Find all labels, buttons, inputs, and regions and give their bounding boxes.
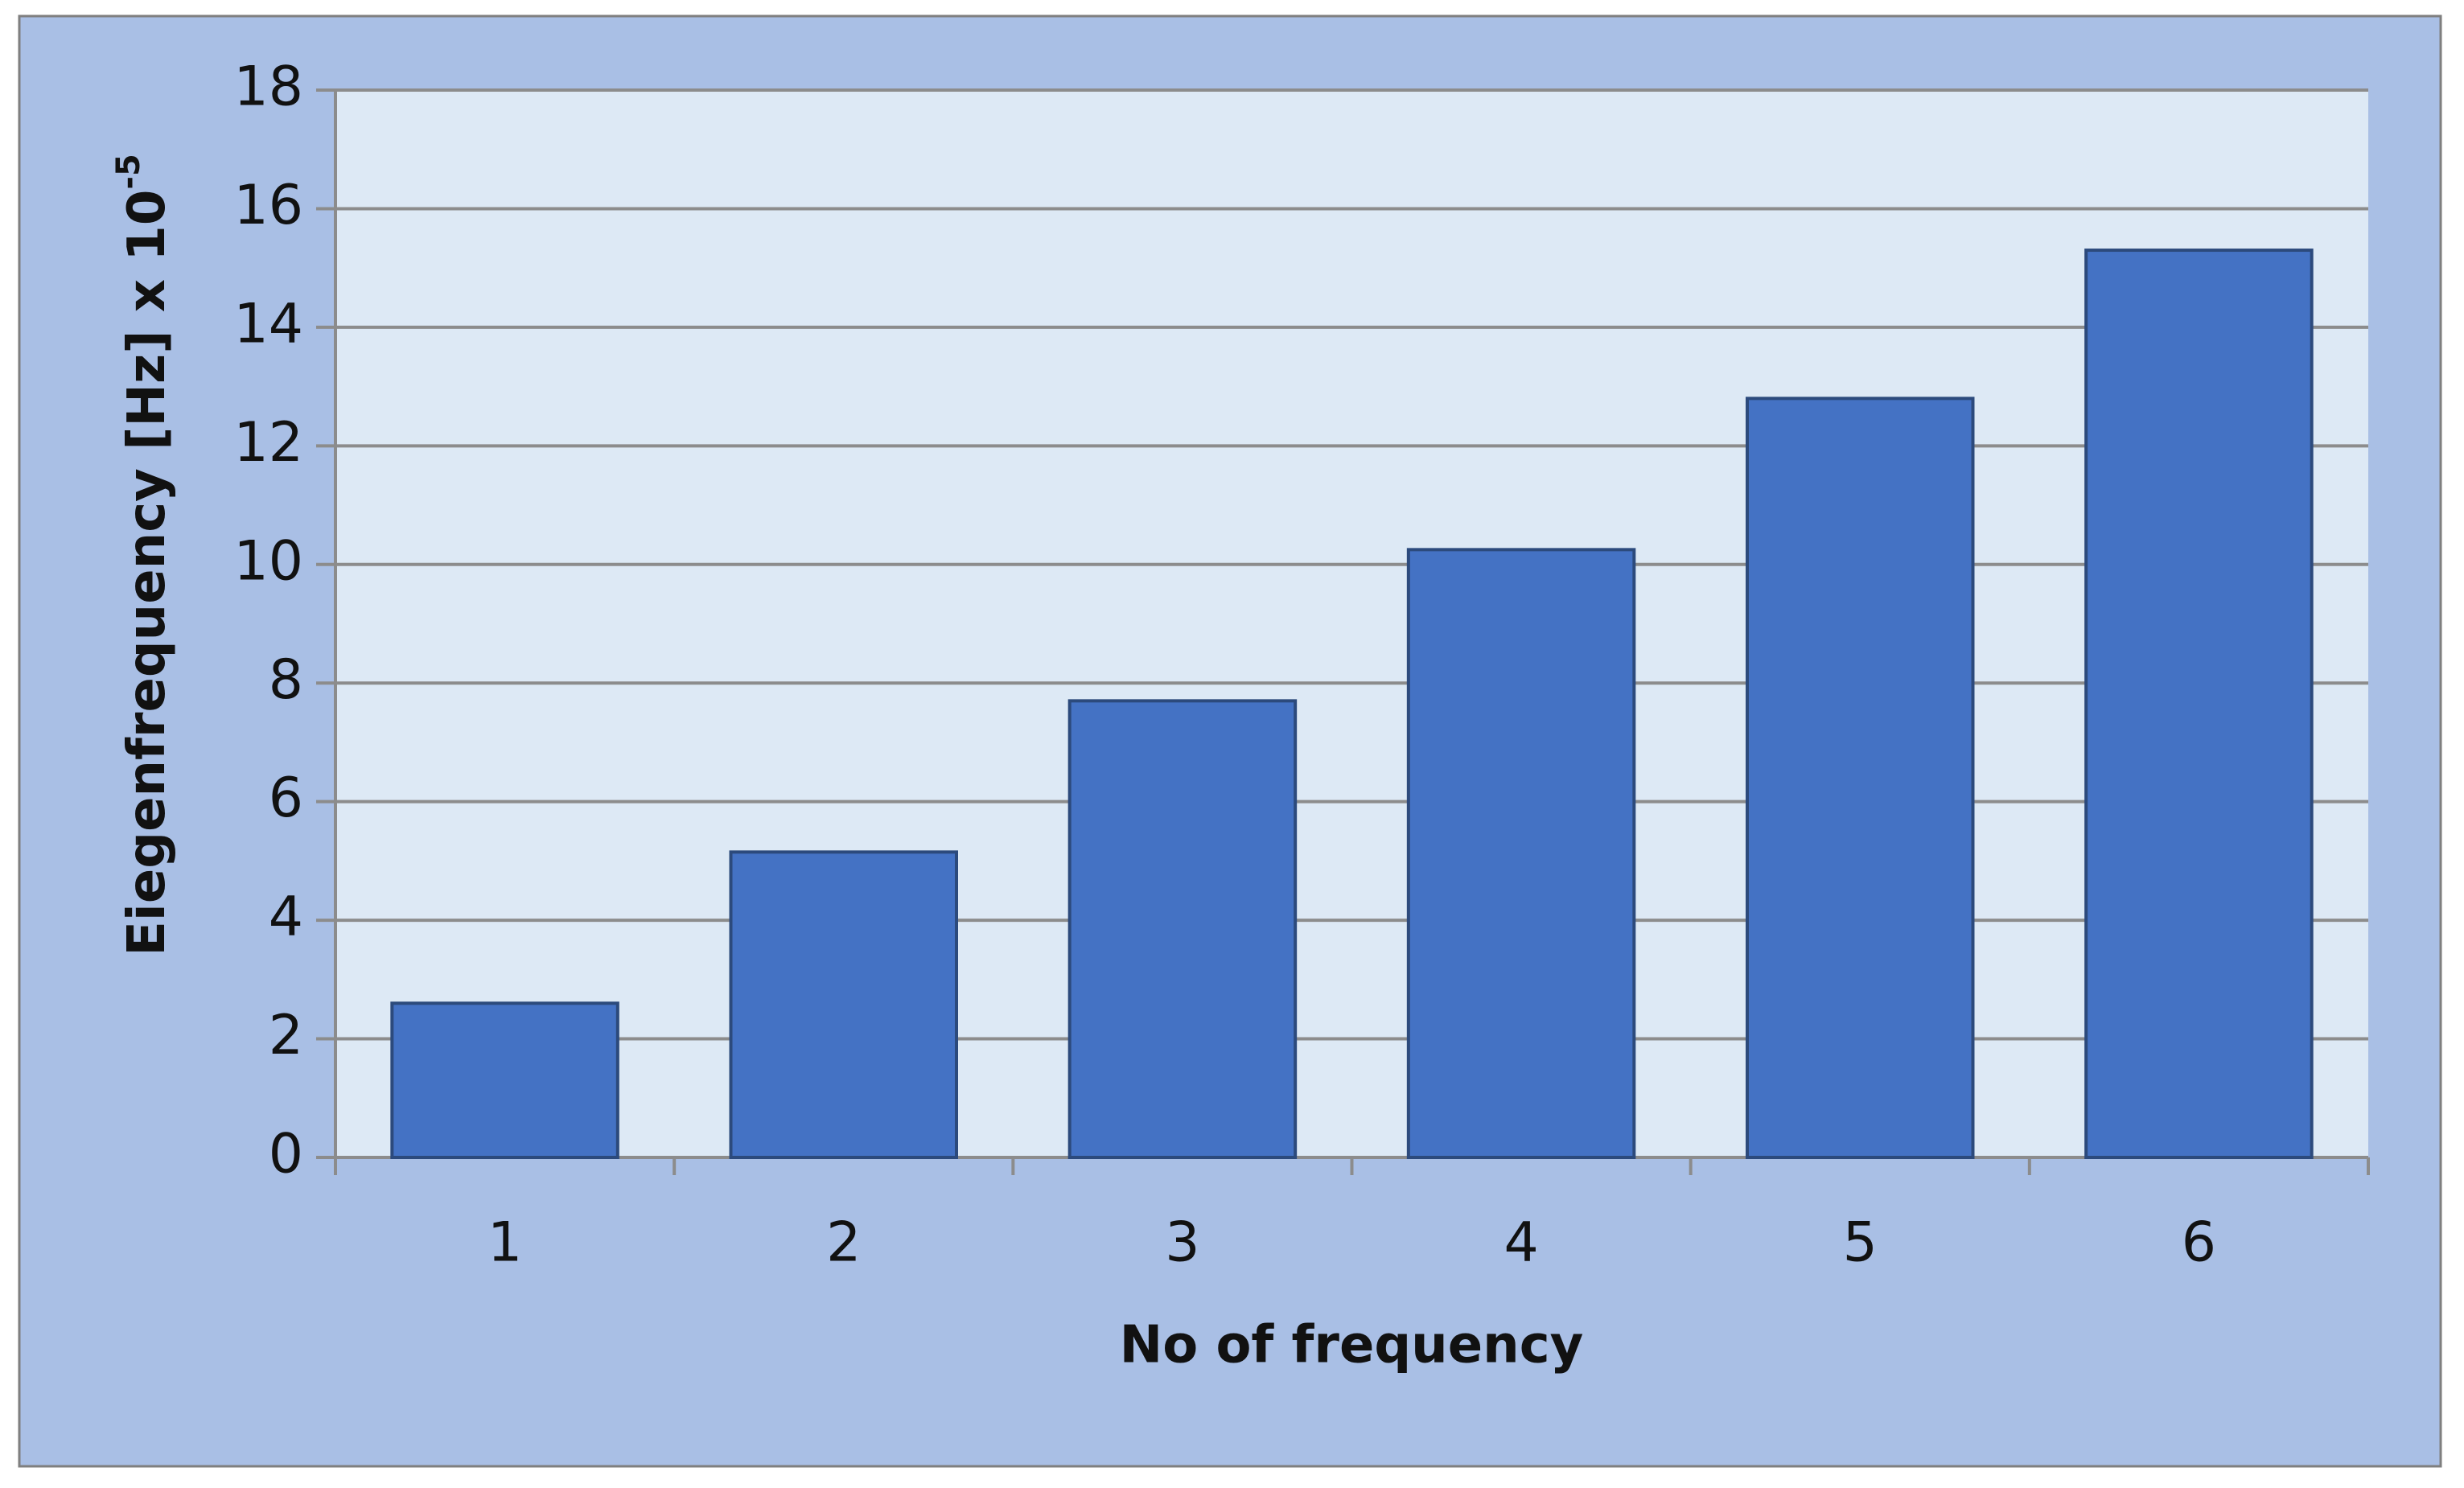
- x-tick-label: 5: [1843, 1211, 1878, 1275]
- y-tick-label: 12: [233, 411, 303, 475]
- x-tick-label: 6: [2182, 1211, 2216, 1275]
- x-tick-label: 3: [1165, 1211, 1199, 1275]
- y-tick-label: 2: [269, 1004, 303, 1067]
- bar: [1746, 397, 1975, 1160]
- y-tick-label: 6: [269, 767, 303, 830]
- x-tick-label: 4: [1503, 1211, 1538, 1275]
- bar: [390, 1001, 619, 1160]
- y-tick-label: 16: [233, 174, 303, 237]
- bar: [729, 850, 958, 1159]
- x-axis-title: No of frequency: [1120, 1316, 1584, 1375]
- y-tick-label: 4: [269, 886, 303, 949]
- x-tick-label: 1: [487, 1211, 522, 1275]
- bar: [1406, 548, 1636, 1159]
- y-tick-label: 10: [233, 529, 303, 593]
- y-tick-label: 0: [269, 1123, 303, 1186]
- bar: [2084, 249, 2314, 1159]
- y-tick-label: 14: [233, 292, 303, 356]
- y-axis-title-main: Eiegenfrequency [Hz] x 10: [117, 190, 177, 956]
- plot-background: [335, 90, 2368, 1157]
- bar: [1067, 699, 1298, 1159]
- y-axis-title-superscript: -5: [110, 154, 147, 189]
- x-tick-label: 2: [826, 1211, 861, 1275]
- y-tick-label: 18: [233, 55, 303, 119]
- y-axis-title: Eiegenfrequency [Hz] x 10-5: [110, 154, 177, 956]
- y-tick-label: 8: [269, 648, 303, 712]
